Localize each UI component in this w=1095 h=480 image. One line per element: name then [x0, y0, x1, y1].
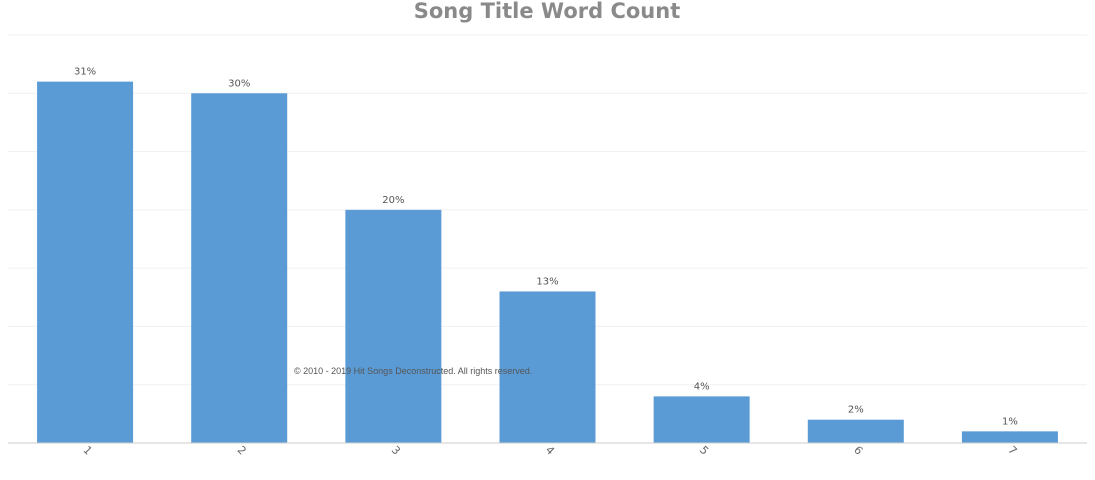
data-label-4: 13%	[536, 276, 558, 287]
chart-title: Song Title Word Count	[414, 0, 680, 23]
data-labels: 31% 30% 20% 13% 4% 2% 1%	[74, 67, 1018, 428]
data-label-7: 1%	[1002, 416, 1018, 427]
x-tick-label-6: 6	[851, 443, 865, 457]
bar-5[interactable]	[653, 396, 750, 443]
x-tick-label-1: 1	[80, 443, 94, 457]
grid-lines	[8, 34, 1087, 386]
bar-3[interactable]	[345, 209, 442, 443]
x-tick-label-3: 3	[389, 443, 403, 457]
x-tick-label-7: 7	[1005, 443, 1019, 457]
data-label-5: 4%	[694, 381, 710, 392]
bar-7[interactable]	[961, 431, 1058, 443]
bar-2[interactable]	[191, 93, 288, 444]
copyright-text: © 2010 - 2019 Hit Songs Deconstructed. A…	[294, 366, 533, 376]
bar-4[interactable]	[499, 291, 596, 443]
bars	[37, 81, 1058, 444]
x-tick-label-4: 4	[543, 443, 557, 457]
data-label-6: 2%	[848, 405, 864, 416]
bar-6[interactable]	[807, 419, 904, 443]
data-label-1: 31%	[74, 67, 96, 78]
x-tick-label-5: 5	[697, 443, 711, 457]
data-label-3: 20%	[382, 195, 404, 206]
x-tick-label-2: 2	[235, 443, 249, 457]
x-axis-tick-labels: 1 2 3 4 5 6 7	[80, 443, 1019, 457]
bar-1[interactable]	[37, 81, 134, 443]
data-label-2: 30%	[228, 78, 250, 89]
